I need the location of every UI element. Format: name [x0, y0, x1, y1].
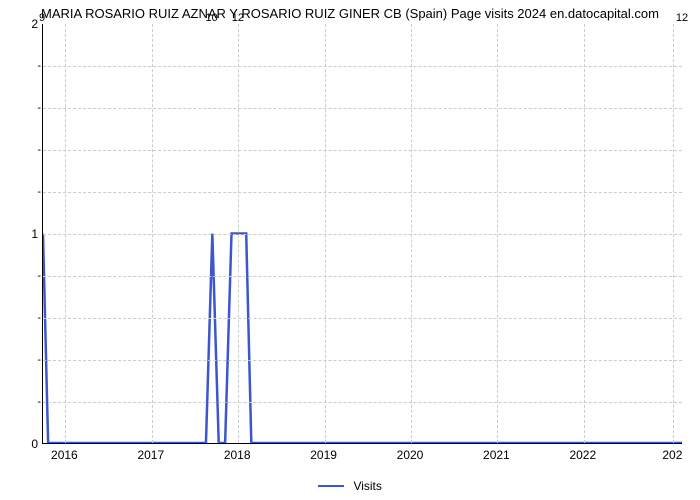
y-tick-label: 1: [31, 227, 38, 241]
y-tick-minor: -: [37, 186, 41, 198]
grid-v: [238, 24, 239, 443]
chart-container: MARIA ROSARIO RUIZ AZNAR Y ROSARIO RUIZ …: [0, 0, 700, 500]
y-tick-minor: -: [37, 354, 41, 366]
y-tick-minor: -: [37, 102, 41, 114]
y-tick-minor: -: [37, 270, 41, 282]
data-point-label: 12: [232, 12, 244, 24]
x-tick-label: 202: [662, 448, 682, 462]
y-tick-minor: -: [37, 312, 41, 324]
x-tick-label: 2022: [569, 448, 596, 462]
legend: Visits: [0, 478, 700, 493]
grid-h-minor: [43, 66, 682, 67]
grid-h-minor: [43, 108, 682, 109]
grid-h-minor: [43, 276, 682, 277]
grid-v: [497, 24, 498, 443]
grid-v: [584, 24, 585, 443]
grid-v: [411, 24, 412, 443]
y-tick-minor: -: [37, 144, 41, 156]
x-tick-label: 2018: [224, 448, 251, 462]
grid-h-minor: [43, 360, 682, 361]
grid-v: [65, 24, 66, 443]
y-tick-minor: -: [37, 396, 41, 408]
grid-h-minor: [43, 192, 682, 193]
grid-h-minor: [43, 150, 682, 151]
y-tick-minor: -: [37, 60, 41, 72]
data-point-label: 10: [205, 12, 217, 24]
data-point-label: 9: [39, 12, 45, 24]
grid-v: [152, 24, 153, 443]
plot-area: [42, 24, 682, 444]
grid-h-minor: [43, 318, 682, 319]
grid-h-minor: [43, 402, 682, 403]
data-point-label: 12: [676, 12, 688, 24]
x-tick-label: 2019: [310, 448, 337, 462]
grid-h: [43, 234, 682, 235]
y-tick-label: 0: [31, 437, 38, 451]
x-tick-label: 2020: [397, 448, 424, 462]
x-tick-label: 2021: [483, 448, 510, 462]
x-tick-label: 2017: [137, 448, 164, 462]
x-tick-label: 2016: [51, 448, 78, 462]
legend-swatch: [318, 485, 344, 488]
y-tick-label: 2: [31, 17, 38, 31]
legend-label: Visits: [353, 479, 381, 493]
grid-v: [325, 24, 326, 443]
grid-v: [673, 24, 674, 443]
chart-title: MARIA ROSARIO RUIZ AZNAR Y ROSARIO RUIZ …: [0, 6, 700, 21]
